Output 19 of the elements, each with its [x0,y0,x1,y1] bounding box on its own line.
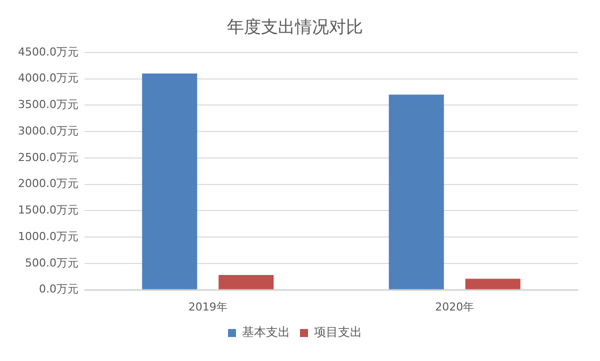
y-tick-label: 3500.0万元 [18,98,78,112]
bar [388,94,444,290]
bar [218,275,274,290]
chart-title: 年度支出情况对比 [227,18,363,38]
y-tick-label: 1000.0万元 [18,230,78,243]
y-tick-label: 2500.0万元 [18,150,78,164]
y-tick-label: 3000.0万元 [18,124,78,138]
bar [142,74,198,290]
x-tick-label: 2020年 [435,300,474,314]
bar [465,278,520,290]
y-tick-label: 1500.0万元 [18,204,78,217]
y-tick-label: 4000.0万元 [18,72,78,85]
y-tick-label: 4500.0万元 [18,45,78,58]
x-tick-label: 2019年 [188,300,228,314]
y-tick-label: 0.0万元 [38,282,78,296]
legend-label: 项目支出 [314,325,362,340]
y-tick-label: 500.0万元 [24,256,78,270]
legend-label: 基本支出 [242,325,290,340]
y-tick-label: 2000.0万元 [18,177,78,190]
